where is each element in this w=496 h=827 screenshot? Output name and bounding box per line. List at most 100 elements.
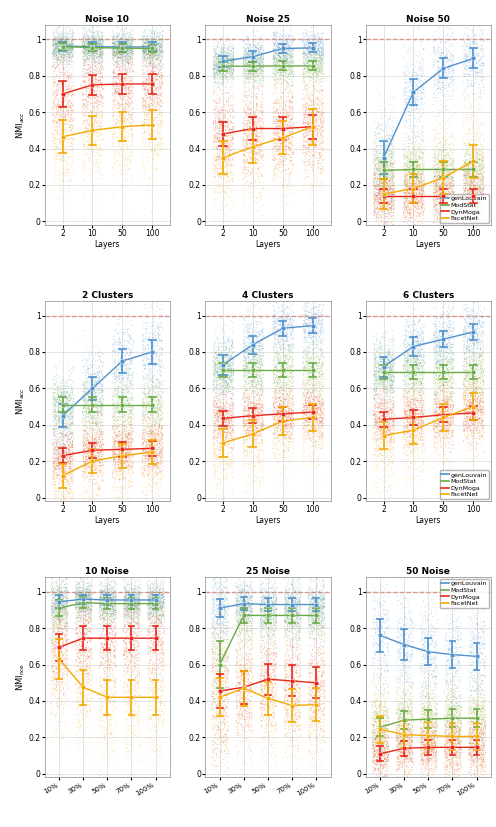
Point bbox=[305, 694, 313, 707]
Point bbox=[131, 600, 139, 614]
Point bbox=[254, 409, 262, 422]
Point bbox=[304, 297, 312, 310]
Point bbox=[111, 593, 119, 606]
Point bbox=[423, 708, 431, 721]
Point bbox=[258, 609, 266, 623]
Point bbox=[406, 186, 414, 199]
Point bbox=[57, 390, 65, 403]
Point bbox=[308, 160, 316, 173]
Point bbox=[122, 455, 129, 468]
Point bbox=[301, 399, 309, 413]
Point bbox=[448, 657, 456, 671]
Point bbox=[479, 395, 487, 409]
Point bbox=[287, 643, 295, 657]
Point bbox=[305, 696, 313, 709]
Point bbox=[461, 156, 469, 170]
Point bbox=[446, 185, 454, 198]
Point bbox=[115, 38, 123, 51]
Point bbox=[407, 363, 415, 376]
Point bbox=[256, 633, 264, 646]
Point bbox=[150, 58, 158, 71]
Point bbox=[449, 65, 457, 79]
Point bbox=[212, 375, 220, 389]
Point bbox=[145, 598, 153, 611]
Point bbox=[471, 384, 479, 397]
Point bbox=[57, 41, 64, 54]
Point bbox=[145, 59, 153, 72]
Point bbox=[212, 50, 220, 64]
Point bbox=[374, 776, 382, 789]
Point bbox=[305, 415, 313, 428]
Point bbox=[97, 409, 105, 422]
Point bbox=[381, 227, 389, 241]
Point bbox=[370, 385, 377, 399]
Point bbox=[280, 581, 288, 594]
Point bbox=[63, 106, 71, 119]
Point bbox=[400, 663, 408, 676]
Point bbox=[445, 418, 453, 431]
Point bbox=[448, 695, 456, 708]
Point bbox=[213, 637, 221, 650]
Point bbox=[214, 662, 222, 676]
Point bbox=[276, 65, 284, 79]
Point bbox=[245, 88, 252, 101]
Point bbox=[399, 94, 407, 108]
Point bbox=[385, 184, 393, 197]
Point bbox=[150, 55, 158, 69]
Point bbox=[125, 42, 133, 55]
Point bbox=[140, 450, 148, 463]
Point bbox=[469, 147, 477, 160]
Point bbox=[272, 672, 280, 685]
Point bbox=[90, 117, 98, 130]
Point bbox=[470, 736, 478, 749]
Point bbox=[224, 652, 232, 665]
Point bbox=[156, 442, 164, 456]
Point bbox=[382, 171, 390, 184]
Point bbox=[318, 37, 326, 50]
Point bbox=[147, 205, 155, 218]
Point bbox=[262, 666, 270, 679]
Point bbox=[431, 77, 438, 90]
Point bbox=[399, 420, 407, 433]
Point bbox=[119, 149, 126, 162]
Point bbox=[441, 722, 449, 735]
Point bbox=[469, 357, 477, 370]
Point bbox=[149, 635, 157, 648]
Point bbox=[411, 163, 419, 176]
Point bbox=[408, 361, 416, 374]
Point bbox=[92, 400, 100, 414]
Point bbox=[389, 170, 397, 183]
Point bbox=[284, 111, 292, 124]
Point bbox=[49, 583, 57, 596]
Point bbox=[132, 600, 140, 614]
Point bbox=[214, 54, 222, 67]
Point bbox=[372, 758, 380, 771]
Point bbox=[421, 749, 429, 762]
Point bbox=[468, 715, 476, 728]
Point bbox=[92, 89, 100, 103]
Point bbox=[446, 742, 454, 755]
Point bbox=[269, 113, 277, 127]
Point bbox=[109, 606, 117, 619]
Point bbox=[295, 695, 303, 708]
Point bbox=[89, 455, 97, 468]
Point bbox=[474, 147, 482, 160]
Point bbox=[463, 181, 471, 194]
Point bbox=[218, 410, 226, 423]
Point bbox=[256, 664, 264, 677]
Point bbox=[247, 68, 254, 81]
Point bbox=[147, 338, 155, 351]
Point bbox=[269, 50, 277, 63]
Point bbox=[111, 593, 119, 606]
Point bbox=[440, 359, 448, 372]
Point bbox=[244, 53, 252, 66]
Point bbox=[245, 467, 253, 480]
Point bbox=[49, 467, 57, 480]
Point bbox=[308, 59, 315, 72]
Point bbox=[237, 613, 245, 626]
Point bbox=[214, 698, 222, 711]
Point bbox=[77, 588, 85, 601]
Point bbox=[81, 93, 89, 107]
Point bbox=[216, 715, 224, 729]
Point bbox=[416, 189, 424, 203]
